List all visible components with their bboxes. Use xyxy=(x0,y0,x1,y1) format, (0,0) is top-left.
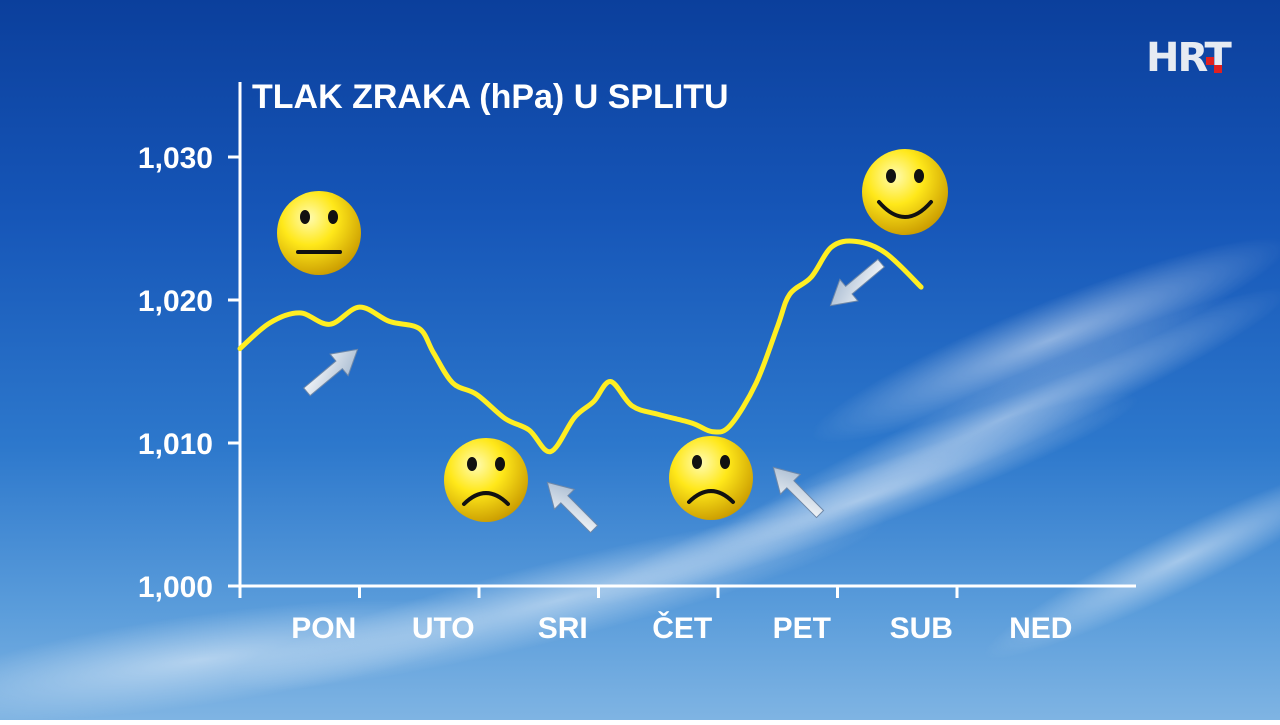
x-tick-label: NED xyxy=(1009,612,1072,645)
arrow-icon xyxy=(303,348,359,397)
neutral-face-icon xyxy=(277,191,361,275)
x-tick-label: SRI xyxy=(538,612,588,645)
x-tick-group: PON UTO SRI ČET PET SUB NED xyxy=(238,586,1072,645)
x-tick-label: SUB xyxy=(890,612,953,645)
x-tick-label: PET xyxy=(773,612,831,645)
arrow-icon xyxy=(772,466,825,519)
sad-face-icon xyxy=(669,436,753,520)
x-tick-label: PON xyxy=(291,612,356,645)
arrow-icon xyxy=(546,481,599,534)
axes xyxy=(238,82,1136,598)
chart-title: TLAK ZRAKA (hPa) U SPLITU xyxy=(252,78,729,116)
cloud-background xyxy=(0,236,1280,722)
y-tick-label: 1,030 xyxy=(138,142,213,175)
happy-face-icon xyxy=(862,149,948,235)
x-tick-label: ČET xyxy=(652,611,712,645)
hrt-logo: HRT xyxy=(1146,35,1234,81)
sad-face-icon xyxy=(444,438,528,522)
arrow-icon xyxy=(829,258,885,307)
svg-text:HRT: HRT xyxy=(1146,35,1232,81)
x-tick-label: UTO xyxy=(412,612,475,645)
pressure-series-line xyxy=(237,238,924,455)
y-tick-label: 1,020 xyxy=(138,285,213,318)
y-tick-label: 1,000 xyxy=(138,571,213,604)
y-tick-label: 1,010 xyxy=(138,428,213,461)
y-tick-group: 1,000 1,010 1,020 1,030 xyxy=(138,142,240,604)
